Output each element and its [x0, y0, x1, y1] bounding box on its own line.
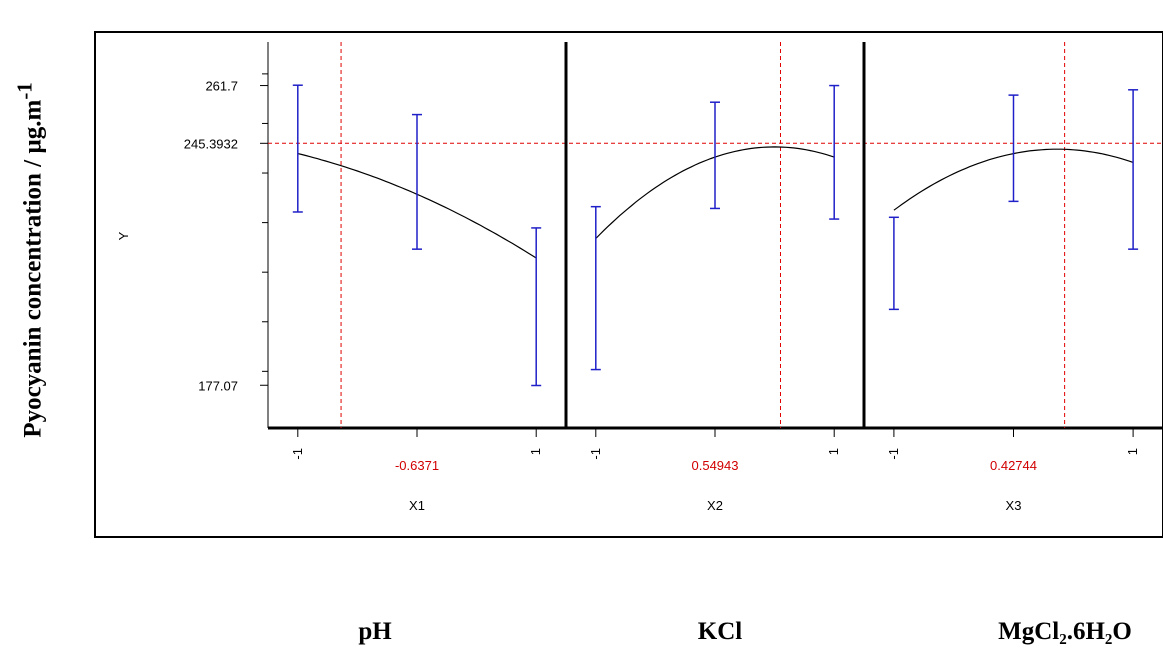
x-tick-label-x1-0: -1	[290, 448, 305, 460]
y-tick-label-2: 177.07	[198, 378, 238, 393]
factor-label-x1: X1	[409, 498, 425, 513]
x-tick-label-x3-1: 1	[1125, 448, 1140, 455]
x-tick-label-x3-0: -1	[886, 448, 901, 460]
x-tick-label-x2-0: -1	[588, 448, 603, 460]
x-tick-label-x1-1: 1	[528, 448, 543, 455]
factor-label-x2: X2	[707, 498, 723, 513]
factor-label-x3: X3	[1006, 498, 1022, 513]
y-inner-label: Y	[116, 231, 131, 240]
factor-name-ph: pH	[358, 618, 392, 645]
y-tick-label-1: 245.3932	[184, 136, 238, 151]
factor-name-mgcl2: MgCl₂.6H₂O	[998, 618, 1132, 645]
optimum-x-label-x1: -0.6371	[395, 458, 439, 473]
outer-frame	[94, 31, 1163, 538]
optimum-x-label-x2: 0.54943	[692, 458, 739, 473]
x-tick-label-x2-1: 1	[826, 448, 841, 455]
optimum-x-label-x3: 0.42744	[990, 458, 1037, 473]
y-axis-title: Pyocyanin concentration / µg.m-1	[12, 82, 47, 438]
factor-name-kcl: KCl	[697, 618, 743, 645]
y-tick-label-0: 261.7	[205, 79, 238, 94]
